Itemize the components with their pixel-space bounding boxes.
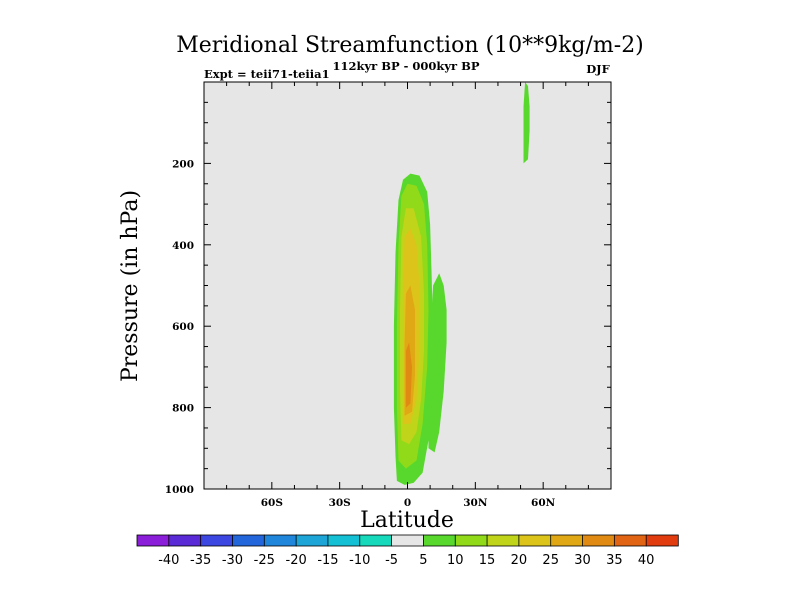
y-tick-label: 800 [172,403,194,415]
y-tick-label: 400 [172,240,194,252]
colorbar-label: 35 [606,553,623,568]
contour-regions [384,82,577,485]
x-tick-label: 60N [531,497,556,509]
colorbar-label: 40 [638,553,655,568]
x-axis-ticks: 60S 30S 0 30N 60N [226,82,589,509]
region-positive-30-35-core [405,342,412,408]
colorbar-label: 10 [447,553,464,568]
colorbar-box [327,534,361,547]
colorbar-label: -40 [158,553,179,568]
x-tick-label: 0 [404,497,411,509]
region-negative-dot-ne-b [570,98,577,111]
region-negative-band-east [522,86,528,457]
colorbar-box [613,534,647,547]
colorbar-label: 30 [574,553,591,568]
colorbar-box [200,534,234,547]
colorbar-label: -5 [385,553,398,568]
region-negative-band-mid [466,175,492,319]
colorbar-label: 25 [542,553,559,568]
colorbar-label: -25 [254,553,275,568]
colorbar-box [232,534,265,547]
colorbar-box [423,534,456,547]
colorbar-box [486,534,520,547]
y-tick-label: 200 [172,158,194,170]
y-tick-label: 1000 [165,484,194,496]
colorbar-label: -20 [286,553,307,568]
colorbar-label: 5 [419,553,427,568]
colorbar: -40 -35 -30 -25 -20 -15 -10 -5 5 10 15 20 25 30 35 40 [136,534,679,568]
colorbar-box [454,534,488,547]
x-tick-label: 30S [329,497,351,509]
colorbar-label: -15 [317,553,338,568]
y-axis-ticks: 200 400 600 800 1000 [165,101,611,496]
chart-title: Meridional Streamfunction (10**9kg/m-2) [176,33,644,58]
region-negative-dot-ne-a [571,90,577,95]
y-tick-label: 600 [172,321,194,333]
colorbar-box [295,534,329,547]
experiment-label: Expt = teii71-teiia1 [204,67,330,81]
chart-subtitle: 112kyr BP - 000kyr BP [333,59,480,73]
y-axis-label: Pressure (in hPa) [118,190,143,382]
colorbar-label: -35 [190,553,211,568]
region-positive-band-east [523,82,530,164]
colorbar-box [550,534,584,547]
region-negative-patch-upper [419,114,435,164]
colorbar-box [136,534,170,547]
colorbar-box [263,534,297,547]
colorbar-box [518,534,552,547]
colorbar-box [168,534,202,547]
season-label: DJF [586,62,610,76]
colorbar-label: 20 [511,553,528,568]
region-negative-sliver-upper [427,82,430,99]
colorbar-box [391,534,425,547]
colorbar-label: 15 [479,553,496,568]
region-negative-band-left [384,167,391,257]
region-positive-lobe-ne [428,273,447,453]
colorbar-box [359,534,393,547]
colorbar-label: -30 [222,553,243,568]
colorbar-box [645,534,679,547]
colorbar-label: -10 [349,553,370,568]
x-tick-label: 30N [463,497,488,509]
x-axis-label: Latitude [360,508,454,533]
x-tick-label: 60S [261,497,283,509]
colorbar-box [582,534,616,547]
